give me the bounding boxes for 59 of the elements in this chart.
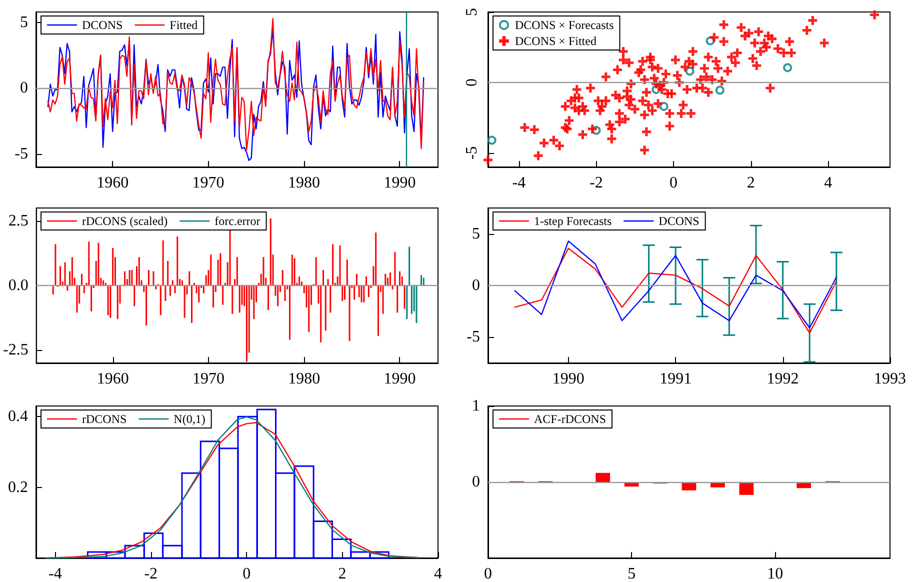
x-tick-label: 1993 xyxy=(874,370,906,388)
x-tick-label: 1991 xyxy=(660,370,692,388)
x-tick-label: -4 xyxy=(48,566,62,582)
legend-label: forc.error xyxy=(214,214,260,228)
bar xyxy=(739,482,754,495)
x-tick-label: 1970 xyxy=(192,174,224,192)
point xyxy=(685,66,694,76)
x-tick-label: 1990 xyxy=(552,370,584,388)
y-tick-label: 2.5 xyxy=(8,212,28,230)
x-tick-label: 4 xyxy=(824,174,832,192)
y-tick-label: -5 xyxy=(466,328,480,346)
y-tick-label: -5 xyxy=(14,145,28,162)
x-tick-label: 0 xyxy=(484,566,492,582)
y-tick-label: 5 xyxy=(464,8,480,16)
legend-label: N(0,1) xyxy=(174,412,206,426)
y-tick-label: 0 xyxy=(472,277,480,294)
x-tick-label: 2 xyxy=(746,174,755,192)
y-tick-label: -5 xyxy=(464,146,480,160)
legend-label: ACF-rDCONS xyxy=(534,412,606,426)
bar xyxy=(596,472,610,482)
x-tick-label: 1990 xyxy=(384,174,416,192)
y-tick-label: 1 xyxy=(472,398,480,414)
y-tick-label: 0.0 xyxy=(8,277,28,294)
y-tick-label: 0 xyxy=(20,80,28,97)
legend-label: DCONS × Fitted xyxy=(515,34,596,48)
x-tick-label: -2 xyxy=(590,174,603,192)
x-tick-label: 1960 xyxy=(96,174,129,192)
point xyxy=(487,136,496,145)
x-tick-label: 0 xyxy=(242,566,251,582)
x-tick-label: 2 xyxy=(338,566,346,582)
x-tick-label: 0 xyxy=(670,174,678,192)
point xyxy=(783,63,792,72)
legend-label: DCONS xyxy=(658,214,700,228)
legend-label: DCONS × Forecasts xyxy=(515,18,614,32)
point xyxy=(659,102,668,111)
x-tick-label: 5 xyxy=(628,566,636,582)
x-tick-label: 1980 xyxy=(288,370,320,388)
x-tick-label: -4 xyxy=(512,174,526,192)
x-tick-label: 1980 xyxy=(288,174,320,192)
y-tick-label: 5 xyxy=(20,14,28,32)
x-tick-label: 4 xyxy=(434,566,442,582)
legend-label: DCONS xyxy=(82,18,123,32)
legend-label: Fitted xyxy=(170,18,198,32)
y-tick-label: 0 xyxy=(464,78,480,86)
x-tick-label: 1970 xyxy=(192,370,224,388)
x-tick-label: 1960 xyxy=(96,370,129,388)
y-tick-label: 0.4 xyxy=(8,408,28,426)
y-tick-label: 5 xyxy=(472,225,480,242)
x-tick-label: 1990 xyxy=(384,370,416,388)
y-tick-label: -2.5 xyxy=(3,342,28,359)
legend-label: rDCONS xyxy=(82,412,127,426)
y-tick-label: 0 xyxy=(472,474,480,490)
point xyxy=(715,86,724,95)
x-tick-label: 10 xyxy=(767,566,784,582)
legend-label: rDCONS (scaled) xyxy=(82,214,168,228)
x-tick-label: -2 xyxy=(144,566,158,582)
legend-label: 1-step Forecasts xyxy=(534,214,612,228)
x-tick-label: 1992 xyxy=(766,370,799,388)
y-tick-label: 0.2 xyxy=(8,478,28,496)
